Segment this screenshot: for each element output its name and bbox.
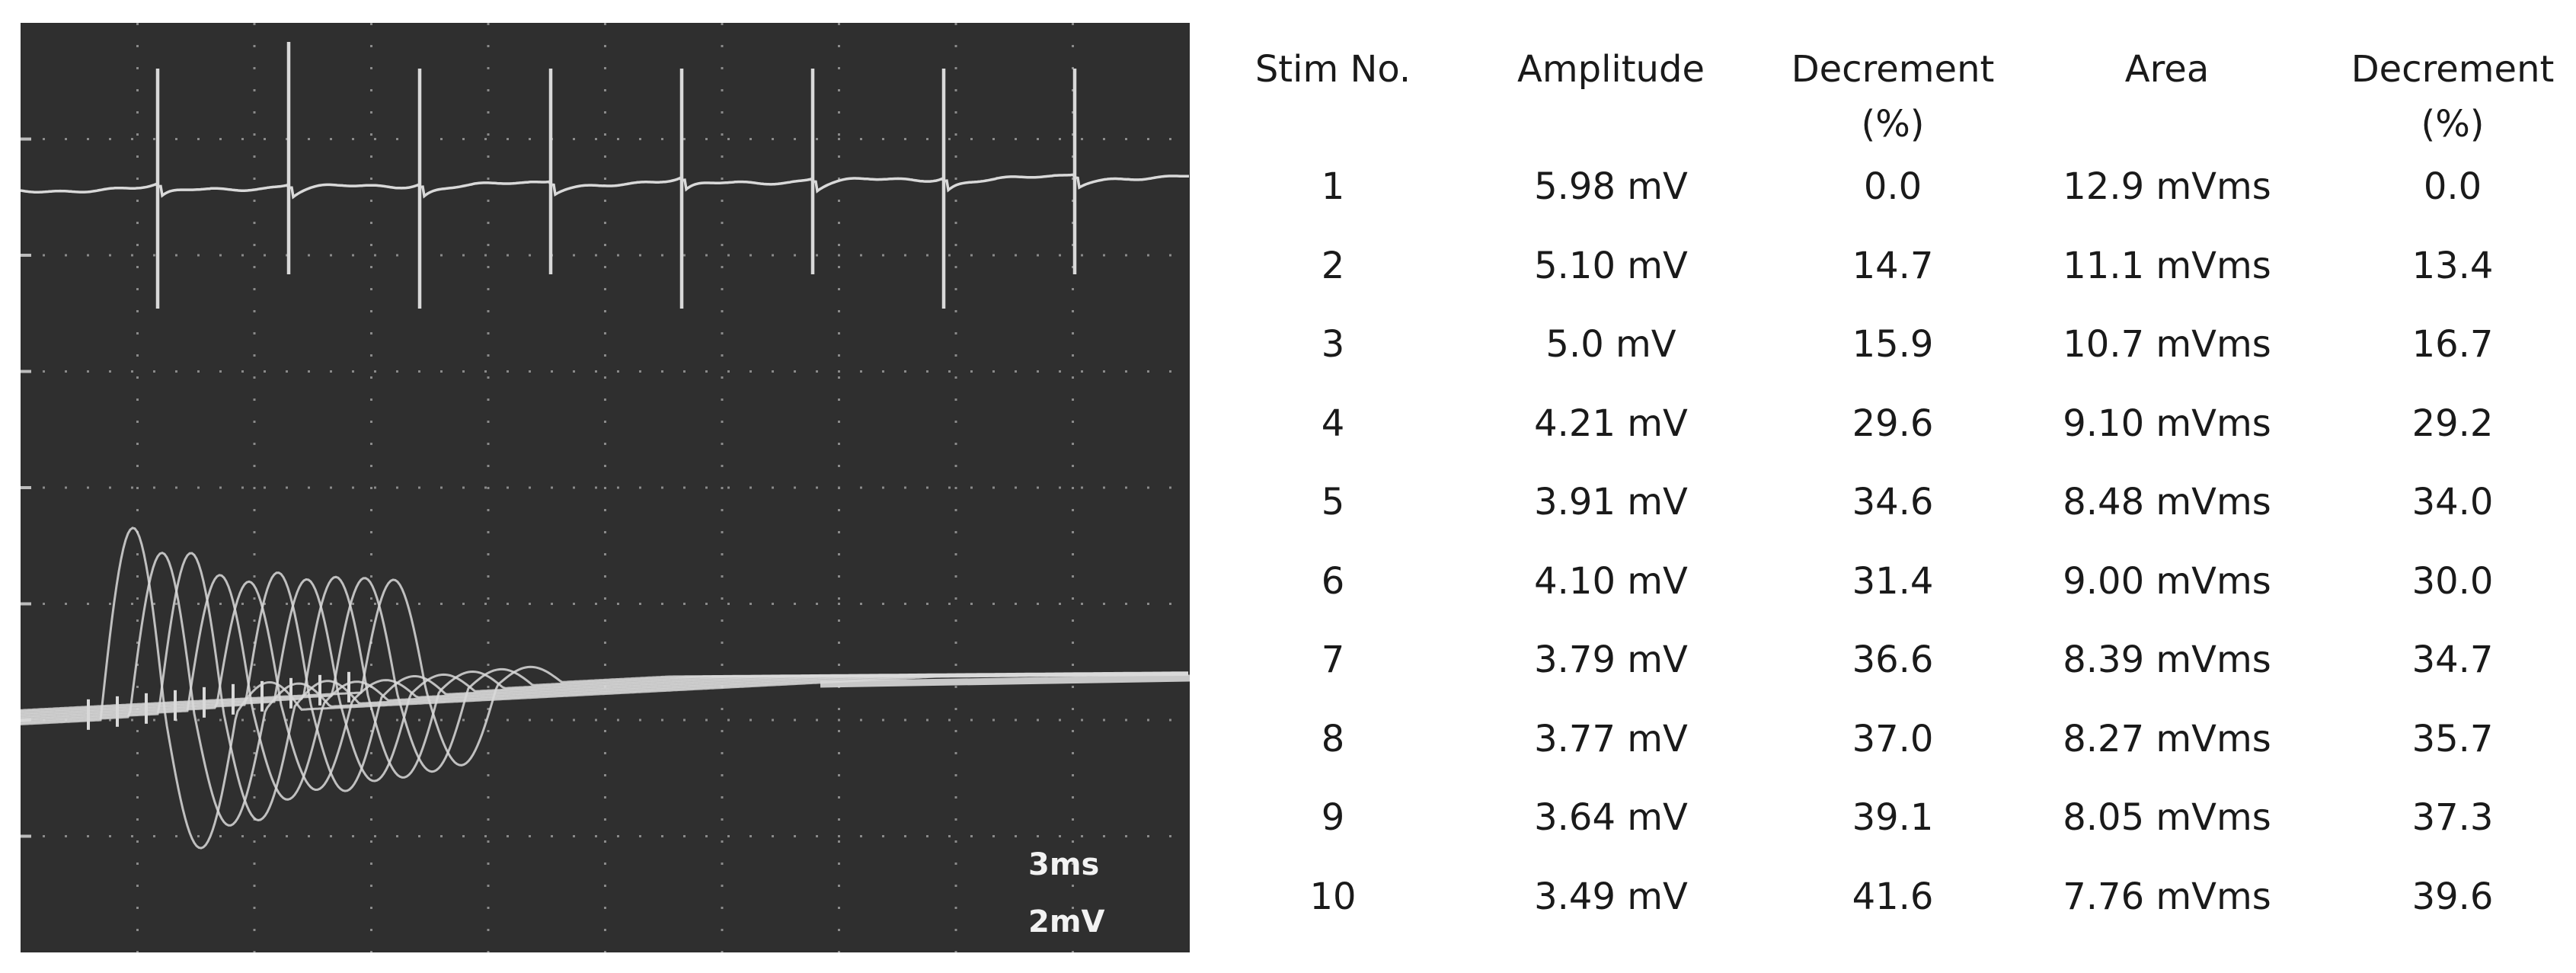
cell-stim-no: 2 — [1321, 244, 1345, 287]
cell-stim-no: 6 — [1321, 559, 1345, 603]
cell-amplitude-decrement: 36.6 — [1852, 639, 1934, 681]
header-amplitude: Amplitude — [1517, 48, 1705, 91]
cell-amplitude: 3.64 mV — [1534, 796, 1688, 839]
cell-amplitude: 5.98 mV — [1534, 165, 1688, 208]
cell-area-decrement: 29.2 — [2411, 402, 2494, 445]
cell-amplitude-decrement: 37.0 — [1852, 717, 1934, 760]
cell-area: 8.39 mVms — [2063, 639, 2271, 681]
cell-amplitude: 4.10 mV — [1534, 559, 1688, 603]
cell-amplitude-decrement: 15.9 — [1852, 323, 1934, 366]
cell-area-decrement: 37.3 — [2411, 796, 2494, 839]
header-area-decrement: Decrement (%) — [2351, 48, 2555, 146]
cell-area-decrement: 39.6 — [2411, 875, 2494, 918]
cell-amplitude-decrement: 39.1 — [1852, 796, 1934, 839]
cmap-response-trace — [21, 575, 1188, 779]
cell-stim-no: 4 — [1321, 402, 1345, 445]
cell-amplitude: 3.79 mV — [1534, 639, 1688, 681]
cell-stim-no: 10 — [1309, 875, 1357, 918]
cell-stim-no: 9 — [1321, 796, 1345, 839]
cell-stim-no: 7 — [1321, 639, 1345, 681]
cell-amplitude-decrement: 14.7 — [1852, 244, 1934, 287]
cell-area: 8.27 mVms — [2063, 717, 2271, 760]
cell-stim-no: 5 — [1321, 481, 1345, 523]
graticule — [21, 23, 1190, 952]
cmap-response-trace — [21, 578, 1188, 767]
header-area: Area — [2124, 48, 2210, 91]
cell-area: 9.00 mVms — [2063, 559, 2271, 603]
cell-area: 12.9 mVms — [2063, 165, 2271, 208]
stimulus-train-trace — [21, 173, 1189, 200]
cell-amplitude: 5.10 mV — [1534, 244, 1688, 287]
cell-stim-no: 3 — [1321, 323, 1345, 366]
cell-area-decrement: 35.7 — [2411, 717, 2494, 760]
time-scale-label: 3ms — [1028, 847, 1100, 882]
cell-amplitude-decrement: 41.6 — [1852, 875, 1934, 918]
header-amplitude-decrement: Decrement (%) — [1791, 48, 1995, 146]
header-stim-no: Stim No. — [1254, 48, 1411, 91]
cell-amplitude: 3.49 mV — [1534, 875, 1688, 918]
converged-baseline — [820, 674, 1190, 688]
cell-area: 11.1 mVms — [2063, 244, 2271, 287]
cell-area-decrement: 16.7 — [2411, 323, 2494, 366]
cell-area-decrement: 0.0 — [2423, 165, 2482, 208]
cell-amplitude: 3.91 mV — [1534, 481, 1688, 523]
voltage-scale-label: 2mV — [1028, 904, 1105, 939]
cmap-response-group — [21, 527, 1188, 850]
cell-amplitude: 3.77 mV — [1534, 717, 1688, 760]
cell-amplitude: 5.0 mV — [1545, 323, 1676, 366]
cell-stim-no: 8 — [1321, 717, 1345, 760]
cell-amplitude-decrement: 0.0 — [1863, 165, 1922, 208]
cell-area-decrement: 34.7 — [2411, 639, 2494, 681]
cell-area-decrement: 34.0 — [2411, 481, 2494, 523]
cell-amplitude-decrement: 29.6 — [1852, 402, 1934, 445]
cell-amplitude-decrement: 34.6 — [1852, 481, 1934, 523]
cell-area: 10.7 mVms — [2063, 323, 2271, 366]
cell-amplitude: 4.21 mV — [1534, 402, 1688, 445]
oscilloscope-traces — [21, 23, 1190, 952]
oscilloscope-screen: 3ms 2mV — [21, 23, 1190, 952]
cell-area-decrement: 13.4 — [2411, 244, 2494, 287]
cell-stim-no: 1 — [1321, 165, 1345, 208]
cell-amplitude-decrement: 31.4 — [1852, 559, 1934, 603]
cell-area: 8.05 mVms — [2063, 796, 2271, 839]
cell-area: 9.10 mVms — [2063, 402, 2271, 445]
cell-area-decrement: 30.0 — [2411, 559, 2494, 603]
cell-area: 8.48 mVms — [2063, 481, 2271, 523]
cell-area: 7.76 mVms — [2063, 875, 2271, 918]
